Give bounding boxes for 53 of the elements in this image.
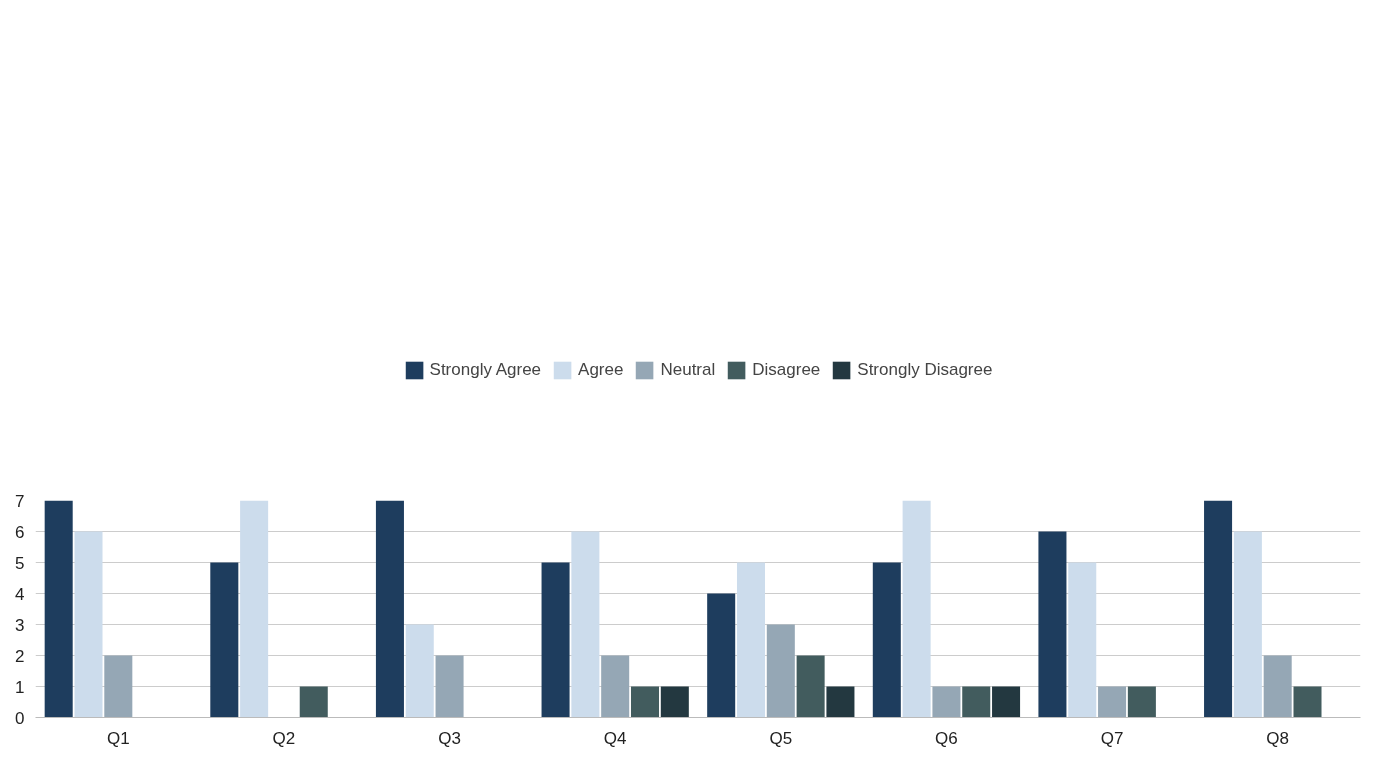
x-tick-label: Q2	[272, 728, 296, 748]
bar	[796, 655, 825, 718]
x-tick-label: Q5	[769, 728, 793, 748]
legend-label: Disagree	[752, 358, 821, 381]
bar	[766, 624, 795, 718]
bar	[630, 686, 660, 718]
bar	[1098, 686, 1127, 718]
y-tick-label: 6	[15, 522, 25, 542]
legend-label: Agree	[578, 358, 624, 381]
bar	[902, 500, 931, 718]
bar	[992, 686, 1021, 718]
x-tick-label: Q7	[1100, 728, 1124, 748]
bar	[1293, 686, 1322, 718]
x-tick-label: Q4	[603, 728, 627, 748]
bar	[601, 655, 630, 718]
bar	[736, 562, 766, 718]
y-tick-label: 3	[15, 615, 25, 635]
legend-label: Neutral	[660, 358, 716, 381]
bar	[1263, 655, 1292, 718]
bar	[1068, 562, 1097, 718]
bar	[707, 593, 736, 718]
bar	[1233, 531, 1262, 718]
bar	[1038, 531, 1067, 718]
y-tick-label: 1	[15, 677, 25, 697]
bar	[571, 531, 600, 718]
y-tick-label: 4	[15, 584, 25, 604]
y-tick-label: 2	[15, 646, 25, 666]
bar	[405, 624, 434, 718]
bar	[74, 531, 103, 718]
bar	[240, 500, 269, 718]
bar	[104, 655, 133, 718]
bar	[872, 562, 901, 718]
y-tick-label: 7	[15, 491, 25, 511]
bar	[826, 686, 855, 718]
bar	[962, 686, 991, 718]
legend-label: Strongly Agree	[429, 358, 542, 381]
y-tick-label: 5	[15, 553, 25, 573]
bar	[1127, 686, 1156, 718]
bar	[375, 500, 404, 718]
x-tick-label: Q1	[106, 728, 130, 748]
bar	[435, 655, 464, 718]
x-tick-label: Q8	[1266, 728, 1290, 748]
bar	[541, 562, 570, 718]
bar	[1204, 500, 1233, 718]
bar	[44, 500, 73, 718]
x-tick-label: Q6	[935, 728, 958, 748]
bar	[932, 686, 961, 718]
bar	[660, 686, 689, 718]
bar	[210, 562, 239, 718]
x-tick-label: Q3	[438, 728, 461, 748]
y-tick-label: 0	[15, 708, 25, 728]
bar	[299, 686, 328, 718]
legend-label: Strongly Disagree	[857, 358, 993, 381]
